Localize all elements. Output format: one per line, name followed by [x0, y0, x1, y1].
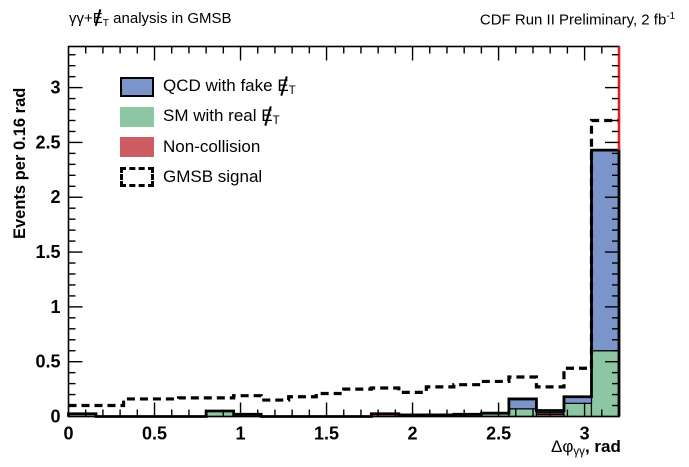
- text-segment: E: [277, 76, 289, 96]
- x-axis-title: Δφγγ, rad: [551, 437, 621, 458]
- text-segment: T: [288, 85, 296, 98]
- x-tick-label: 1: [236, 424, 246, 444]
- x-tick-label: 3: [580, 424, 590, 444]
- legend-swatch-sm: [120, 107, 154, 127]
- legend-label: GMSB signal: [163, 167, 262, 187]
- legend-item-gmsb: GMSB signal: [120, 162, 296, 192]
- text-segment: E: [92, 10, 103, 27]
- x-tick-label: 1.5: [314, 424, 339, 444]
- legend-swatch-noncol: [120, 137, 154, 157]
- text-segment: T: [102, 17, 110, 29]
- legend-item-qcd: QCD with fake ET: [120, 72, 296, 102]
- x-tick-label: 0: [63, 424, 73, 444]
- text-segment: analysis in GMSB: [109, 10, 232, 27]
- x-tick-label: 2: [408, 424, 418, 444]
- bar-segment: [590, 149, 620, 352]
- text-segment: -1: [666, 11, 675, 22]
- legend-label: QCD with fake ET: [163, 76, 296, 97]
- text-segment: γγ: [573, 446, 585, 459]
- y-tick-label: 1: [50, 297, 60, 317]
- y-tick-label: 3: [50, 78, 60, 98]
- text-segment: E: [261, 106, 273, 126]
- y-tick-label: 2.5: [35, 132, 60, 152]
- x-tick-label: 0.5: [142, 424, 167, 444]
- text-segment: γγ+: [69, 10, 93, 27]
- legend-item-noncol: Non-collision: [120, 132, 296, 162]
- axis-ticks: [68, 46, 619, 417]
- plot-title-right: CDF Run II Preliminary, 2 fb-1: [480, 11, 675, 28]
- axis-tick-labels: 0 0.5 1 1.5 2 2.5 3 0 0.5 1 1.5 2 2.5 3: [35, 78, 589, 444]
- text-segment: T: [272, 115, 280, 128]
- legend: QCD with fake ET SM with real ET Non-colli…: [120, 72, 296, 192]
- y-tick-label: 1.5: [35, 242, 60, 262]
- bar-segment: [508, 398, 538, 410]
- y-tick-label: 0.5: [35, 352, 60, 372]
- legend-label: Non-collision: [163, 137, 260, 157]
- text-segment: CDF Run II Preliminary, 2 fb: [479, 11, 667, 29]
- text-segment: Δφ: [551, 437, 574, 456]
- text-segment: Non-collision: [163, 137, 261, 156]
- y-tick-label: 0: [50, 407, 60, 427]
- text-segment: QCD with fake: [163, 76, 278, 96]
- y-axis-title: Events per 0.16 rad: [11, 87, 29, 239]
- legend-swatch-qcd: [120, 77, 154, 97]
- y-tick-label: 2: [50, 187, 60, 207]
- legend-item-sm: SM with real ET: [120, 102, 296, 132]
- legend-swatch-gmsb: [120, 167, 154, 187]
- text-segment: SM with real: [163, 106, 262, 126]
- text-segment: GMSB signal: [163, 167, 263, 186]
- gmsb-signal-line: [68, 118, 619, 408]
- legend-label: SM with real ET: [163, 106, 280, 127]
- x-tick-label: 2.5: [486, 424, 511, 444]
- text-segment: , rad: [584, 437, 621, 456]
- plot-title-left: γγ+ET analysis in GMSB: [69, 10, 232, 29]
